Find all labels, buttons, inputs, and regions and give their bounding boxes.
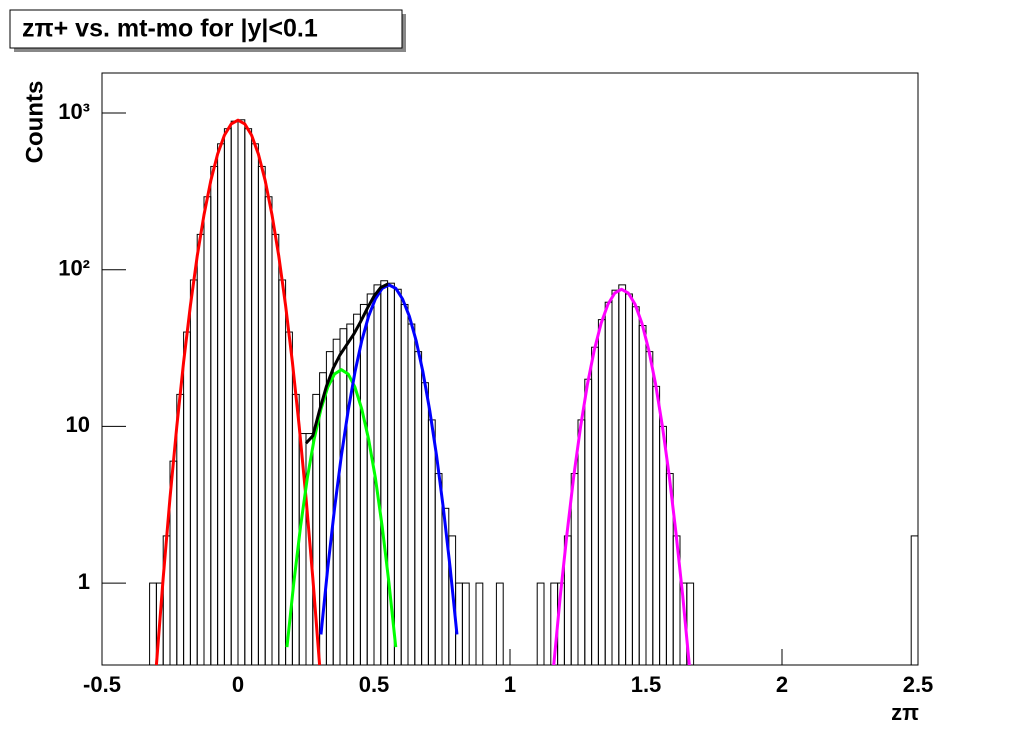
fit-curve xyxy=(319,283,459,635)
fit-curve xyxy=(154,118,322,665)
y-tick-label: 10² xyxy=(58,256,90,281)
x-tick-label: 2 xyxy=(776,672,788,697)
x-tick-label: 0 xyxy=(232,672,244,697)
histogram-bin xyxy=(461,582,470,665)
y-tick-label: 10³ xyxy=(58,99,90,124)
chart-title: zπ+ vs. mt-mo for |y|<0.1 xyxy=(22,15,318,43)
fit-curve xyxy=(304,282,389,445)
x-axis-label: zπ xyxy=(891,700,919,725)
histogram-bin xyxy=(475,582,484,665)
fit-curve xyxy=(552,287,691,665)
histogram-bin xyxy=(910,535,918,665)
x-tick-label: 2.5 xyxy=(903,672,934,697)
histogram-bin xyxy=(495,582,504,665)
title-box xyxy=(9,9,403,49)
y-tick-label: 10 xyxy=(66,412,90,437)
y-tick-label: 1 xyxy=(78,569,90,594)
y-axis-label: Counts xyxy=(21,81,48,164)
x-tick-label: 1.5 xyxy=(631,672,662,697)
x-tick-label: -0.5 xyxy=(83,672,121,697)
fit-curve xyxy=(285,368,398,648)
plot-area xyxy=(149,118,918,665)
x-tick-label: 0.5 xyxy=(359,672,390,697)
histogram-bin xyxy=(536,582,545,665)
x-tick-label: 1 xyxy=(504,672,516,697)
